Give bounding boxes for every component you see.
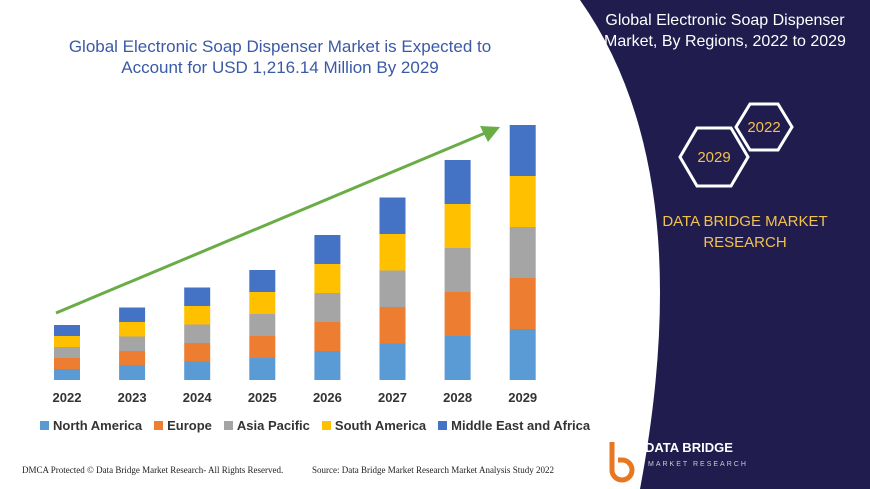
bar-segment bbox=[509, 227, 536, 278]
footer-left: DMCA Protected © Data Bridge Market Rese… bbox=[22, 465, 284, 475]
hex-label: 2029 bbox=[697, 149, 730, 166]
bar-segment bbox=[184, 324, 211, 343]
legend-swatch bbox=[438, 421, 448, 430]
bar-segment bbox=[444, 248, 471, 292]
legend-swatch bbox=[40, 421, 49, 430]
hexagon bbox=[678, 126, 750, 188]
logo-icon bbox=[609, 442, 635, 483]
bar-segment bbox=[444, 336, 471, 380]
bar-segment bbox=[509, 125, 536, 176]
legend-label: South America bbox=[334, 418, 427, 433]
x-tick-label: 2029 bbox=[508, 390, 537, 405]
bar-segment bbox=[314, 235, 341, 264]
panel-bg bbox=[580, 0, 870, 489]
legend-label: North America bbox=[53, 418, 143, 433]
brand: DATA BRIDGE MARKET RESEARCH bbox=[662, 213, 828, 251]
legend-item: Middle East and Africa bbox=[438, 418, 590, 433]
bar-segment bbox=[249, 314, 276, 336]
bar-segment bbox=[379, 234, 406, 271]
legend-swatch bbox=[321, 421, 331, 430]
x-tick-label: 2023 bbox=[118, 390, 147, 405]
legend-item: North America bbox=[40, 418, 142, 433]
bar-segment bbox=[379, 343, 406, 380]
hex-label: 2022 bbox=[747, 119, 780, 136]
bar-segment bbox=[314, 322, 341, 351]
bar-segment bbox=[379, 270, 406, 307]
legend-label: Middle East and Africa bbox=[451, 418, 591, 433]
logo-name: DATA BRIDGE bbox=[645, 440, 733, 455]
x-tick-label: 2022 bbox=[53, 390, 82, 405]
bar-segment bbox=[314, 293, 341, 322]
bar-segment bbox=[119, 365, 146, 380]
legend-item: South America bbox=[321, 418, 427, 433]
bar-segment bbox=[119, 307, 146, 322]
bar-segment bbox=[54, 358, 80, 369]
trend-arrow bbox=[55, 129, 491, 315]
bar-segment bbox=[184, 306, 211, 325]
legend-swatch bbox=[223, 421, 233, 430]
footer-right: Source: Data Bridge Market Research Mark… bbox=[312, 465, 554, 475]
bar-segment bbox=[249, 358, 276, 380]
arrow-head bbox=[480, 126, 500, 142]
bar-segment bbox=[444, 160, 471, 204]
chart-title: Global Electronic Soap Dispenser Market … bbox=[68, 37, 492, 77]
bar-segment bbox=[54, 325, 80, 336]
bar-segment bbox=[184, 343, 211, 362]
logo-tagline: MARKET RESEARCH bbox=[648, 461, 748, 468]
x-tick-label: 2027 bbox=[378, 390, 407, 405]
bar-segment bbox=[509, 176, 536, 227]
bar-segment bbox=[379, 307, 406, 344]
bar-segment bbox=[314, 264, 341, 293]
bar-segment bbox=[509, 329, 536, 380]
bar-segment bbox=[119, 322, 146, 337]
legend-label: Asia Pacific bbox=[236, 418, 310, 433]
hexagon bbox=[734, 102, 794, 152]
x-tick-label: 2025 bbox=[248, 390, 277, 405]
panel-title: Global Electronic Soap Dispenser Market,… bbox=[604, 12, 846, 50]
bar-segment bbox=[249, 336, 276, 358]
legend: North America Europe Asia Pacific South Ame… bbox=[40, 418, 590, 433]
legend-label: Europe bbox=[167, 418, 212, 433]
legend-item: Europe bbox=[154, 418, 212, 433]
bar-segment bbox=[379, 197, 406, 234]
bar-segment bbox=[184, 287, 211, 306]
bar-segment bbox=[119, 351, 146, 366]
bar-segment bbox=[249, 292, 276, 314]
x-tick-label: 2026 bbox=[313, 390, 342, 405]
bar-segment bbox=[314, 351, 341, 380]
bar-segment bbox=[54, 336, 80, 347]
bar-segment bbox=[119, 336, 146, 351]
bar-segment bbox=[249, 270, 276, 292]
bar-segment bbox=[444, 204, 471, 248]
legend-swatch bbox=[154, 421, 164, 430]
bar-segment bbox=[444, 292, 471, 336]
x-tick-label: 2024 bbox=[183, 390, 213, 405]
legend-item: Asia Pacific bbox=[223, 418, 310, 433]
bar-segment bbox=[54, 347, 80, 358]
bar-segment bbox=[54, 369, 80, 380]
bar-segment bbox=[184, 361, 211, 380]
x-tick-label: 2028 bbox=[443, 390, 472, 405]
bar-segment bbox=[509, 278, 536, 329]
